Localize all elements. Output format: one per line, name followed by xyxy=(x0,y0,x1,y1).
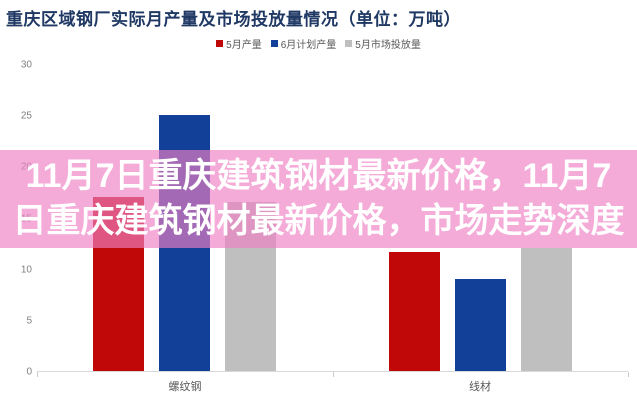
headline-line-2: 日重庆建筑钢材最新价格，市场走势深度 xyxy=(12,202,625,240)
y-tick-label-5: 5 xyxy=(26,315,32,327)
legend-swatch-icon xyxy=(270,40,278,47)
legend-label: 5月市场投放量 xyxy=(355,40,421,51)
x-axis-tick-2 xyxy=(628,372,629,377)
bar-series1-线材 xyxy=(455,279,506,371)
x-axis-tick-0 xyxy=(37,372,38,377)
legend-swatch-icon xyxy=(345,40,353,47)
y-tick-label-30: 30 xyxy=(20,59,32,71)
headline-line-1: 11月7日重庆建筑钢材最新价格，11月7 xyxy=(25,157,612,195)
y-tick-label-10: 10 xyxy=(20,264,32,276)
bar-series2-线材 xyxy=(521,248,572,371)
legend-label: 5月产量 xyxy=(226,40,262,51)
legend-label: 6月计划产量 xyxy=(280,40,337,51)
x-axis-line xyxy=(37,371,628,372)
legend-swatch-icon xyxy=(216,40,224,47)
x-category-label-螺纹钢: 螺纹钢 xyxy=(168,381,202,393)
plot-area: 螺纹钢 线材 xyxy=(37,65,629,393)
x-category-label-线材: 线材 xyxy=(469,381,491,393)
legend-item-2: 5月市场投放量 xyxy=(345,36,421,51)
legend-item-1: 6月计划产量 xyxy=(270,36,337,51)
y-tick-label-25: 25 xyxy=(20,110,32,122)
chart-legend: 5月产量 6月计划产量 5月市场投放量 xyxy=(0,36,637,51)
chart-title: 重庆区域钢厂实际月产量及市场投放量情况（单位：万吨） xyxy=(6,10,461,29)
bar-series0-线材 xyxy=(389,252,440,371)
headline-overlay-banner: 11月7日重庆建筑钢材最新价格，11月7 日重庆建筑钢材最新价格，市场走势深度 xyxy=(0,150,637,248)
x-axis-tick-1 xyxy=(333,372,334,377)
y-tick-label-0: 0 xyxy=(26,366,32,378)
legend-item-0: 5月产量 xyxy=(216,36,262,51)
